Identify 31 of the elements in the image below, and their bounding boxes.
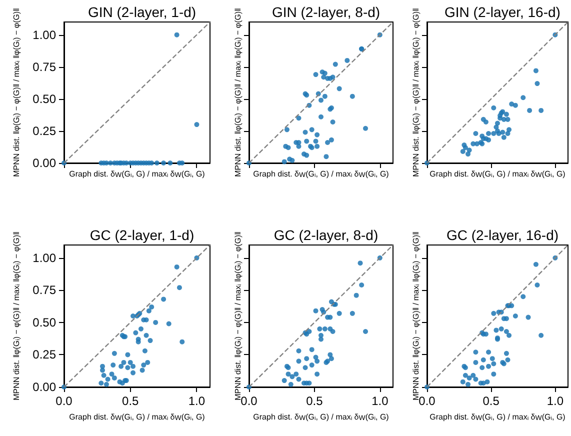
y-axis-title: MPNN dist. ‖φ(Gᵢ) − φ(G)‖ / maxᵢ ‖φ(Gᵢ) − φ(G)‖ bbox=[412, 232, 420, 400]
y-tick-label: 0.75 bbox=[32, 283, 56, 298]
x-tick-label: 1.0 bbox=[372, 394, 389, 408]
x-tick-label: 0.0 bbox=[418, 394, 436, 408]
x-tick-label: 1.0 bbox=[188, 394, 206, 408]
y-axis-title: MPNN dist. ‖φ(Gᵢ) − φ(G)‖ / maxᵢ ‖φ(Gᵢ) − φ(G)‖ bbox=[12, 232, 22, 400]
y-tick-label: 0.25 bbox=[32, 124, 56, 138]
chart-title: GIN (2-layer, 8-d) bbox=[272, 4, 380, 20]
x-tick-label: 0.0 bbox=[56, 394, 73, 408]
x-tick-label: 0.5 bbox=[306, 394, 324, 408]
y-axis-title: MPNN dist. ‖φ(Gᵢ) − φ(G)‖ / maxᵢ ‖φ(Gᵢ) − φ(G)‖ bbox=[412, 8, 420, 177]
y-tick-label: 0.00 bbox=[32, 156, 56, 170]
y-tick-label: 1.00 bbox=[32, 250, 56, 265]
x-tick-label: 0.5 bbox=[122, 394, 140, 408]
y-axis-title: MPNN dist. ‖φ(Gᵢ) − φ(G)‖ / maxᵢ ‖φ(Gᵢ) − φ(G)‖ bbox=[12, 8, 22, 177]
chart-title: GC (2-layer, 16-d) bbox=[446, 227, 559, 243]
y-tick-label: 0.75 bbox=[32, 60, 56, 74]
chart-title: GC (2-layer, 1-d) bbox=[90, 227, 194, 243]
y-tick-label: 0.50 bbox=[32, 92, 56, 106]
y-axis-title: MPNN dist. ‖φ(Gᵢ) − φ(G)‖ / maxᵢ ‖φ(Gᵢ) − φ(G)‖ bbox=[234, 8, 242, 177]
chart-title: GC (2-layer, 8-d) bbox=[274, 227, 378, 243]
y-tick-label: 0.25 bbox=[32, 348, 56, 362]
x-tick-label: 0.0 bbox=[240, 394, 258, 408]
chart-title: GIN (2-layer, 16-d) bbox=[444, 4, 560, 20]
y-tick-label: 0.00 bbox=[32, 380, 56, 394]
x-tick-label: 1.0 bbox=[546, 394, 564, 408]
y-tick-label: 0.50 bbox=[32, 315, 56, 330]
x-tick-label: 0.5 bbox=[482, 394, 500, 408]
y-tick-label: 1.00 bbox=[32, 28, 56, 42]
y-axis-title: MPNN dist. ‖φ(Gᵢ) − φ(G)‖ / maxᵢ ‖φ(Gᵢ) − φ(G)‖ bbox=[234, 232, 242, 400]
chart-title: GIN (2-layer, 1-d) bbox=[88, 4, 196, 20]
